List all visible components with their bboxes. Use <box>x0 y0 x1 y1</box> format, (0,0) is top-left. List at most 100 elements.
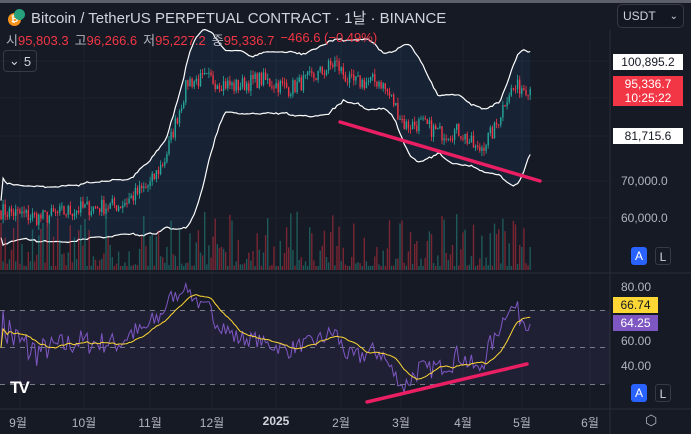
candle <box>254 73 256 80</box>
volume-bar <box>4 237 6 270</box>
candle <box>220 89 223 91</box>
candle <box>115 205 118 211</box>
lower-band-label: 81,715.6 <box>613 128 683 144</box>
auto-scale-button[interactable]: A <box>631 247 647 265</box>
candle <box>403 119 405 129</box>
volume-bar <box>162 257 164 270</box>
symbol-title[interactable]: ₿ Bitcoin / TetherUS PERPETUAL CONTRACT … <box>8 7 446 28</box>
volume-bar <box>2 261 4 270</box>
volume-bar <box>57 218 59 270</box>
volume-bar <box>88 229 90 270</box>
candle <box>201 73 204 75</box>
volume-bar <box>185 263 187 270</box>
candle <box>321 67 323 74</box>
candle <box>414 121 416 126</box>
candle <box>472 135 475 148</box>
candle <box>243 77 246 91</box>
candle <box>6 215 8 217</box>
candle <box>506 101 508 107</box>
settings-gear-icon[interactable]: ⬡ <box>645 412 658 428</box>
volume-bar <box>306 265 309 270</box>
log-scale-button[interactable]: L <box>655 247 671 265</box>
candle <box>191 78 193 87</box>
candle <box>258 72 260 89</box>
tradingview-logo[interactable]: TV <box>10 378 30 397</box>
volume-bar <box>38 235 40 270</box>
volume-bar <box>277 265 279 270</box>
rsi-auto-scale-button[interactable]: A <box>631 384 647 402</box>
volume-bar <box>6 263 8 270</box>
currency-value: USDT <box>623 9 656 23</box>
candle <box>0 210 2 220</box>
volume-bar <box>8 259 11 270</box>
candle <box>27 210 29 221</box>
candle <box>271 86 273 88</box>
volume-bar <box>12 227 15 270</box>
volume-bar <box>466 265 468 270</box>
volume-bar <box>189 233 191 270</box>
volume-bar <box>313 260 315 270</box>
volume-bar <box>107 237 109 270</box>
candle <box>437 128 439 130</box>
volume-bar <box>46 226 48 270</box>
candle <box>367 80 370 82</box>
candle <box>88 201 90 216</box>
candle <box>485 145 487 151</box>
volume-bar <box>248 252 250 270</box>
candle <box>164 161 166 166</box>
volume-bar <box>288 247 290 270</box>
candle <box>235 79 237 91</box>
volume-bar <box>256 233 258 270</box>
volume-bar <box>302 265 305 270</box>
candle <box>147 185 149 188</box>
volume-bar <box>42 223 44 270</box>
volume-bar <box>309 227 311 270</box>
time-label: 5월 <box>513 416 531 430</box>
high-key: 고 <box>74 33 87 48</box>
chevron-down-icon: ⌄ <box>669 10 678 22</box>
time-label: 2025 <box>262 414 290 428</box>
rsi-log-scale-button[interactable]: L <box>655 384 671 402</box>
volume-bar <box>170 220 172 270</box>
volume-bar <box>75 259 78 270</box>
volume-bar <box>92 256 95 270</box>
rsi-tick: 40.00 <box>621 359 652 373</box>
candle <box>325 70 328 75</box>
candle <box>432 125 435 137</box>
candle <box>376 81 378 87</box>
volume-bar <box>208 245 210 270</box>
candle <box>399 118 401 120</box>
volume-bar <box>516 264 519 270</box>
volume-bar <box>512 220 515 270</box>
volume-bar <box>378 264 380 270</box>
volume-bar <box>367 265 370 270</box>
candle <box>197 78 200 87</box>
candle <box>180 108 183 111</box>
candle <box>128 198 130 204</box>
volume-bar <box>422 265 424 270</box>
candle <box>166 154 168 162</box>
chevron-down-icon: ⌄ <box>8 53 20 68</box>
candle <box>474 145 477 148</box>
candle <box>183 102 185 109</box>
candle <box>380 82 382 89</box>
candle <box>252 75 254 80</box>
volume-bar <box>479 258 481 270</box>
candle <box>428 120 431 125</box>
volume-bar <box>214 218 216 270</box>
volume-bar <box>325 257 328 270</box>
volume-bar <box>258 249 260 270</box>
candle <box>239 87 242 91</box>
volume-bar <box>206 264 208 270</box>
candle <box>378 82 380 87</box>
volume-bar <box>149 236 151 270</box>
candle <box>439 126 441 129</box>
currency-select[interactable]: USDT ⌄ <box>617 4 684 28</box>
indicators-collapse-button[interactable]: ⌄ 5 <box>3 50 37 72</box>
candle <box>12 212 15 216</box>
candle <box>401 118 403 120</box>
candle <box>176 118 179 124</box>
close-value: 95,336.7 <box>223 33 275 48</box>
candle <box>304 74 307 76</box>
